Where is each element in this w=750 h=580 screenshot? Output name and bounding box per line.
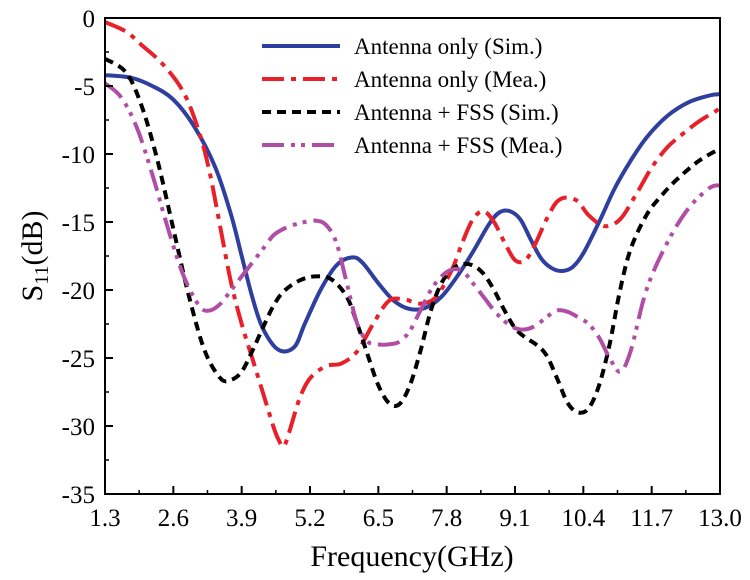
legend-label-1: Antenna only (Sim.) [354, 34, 542, 59]
y-tick-label: -5 [74, 74, 95, 101]
tick-labels: 1.3 2.6 3.9 5.2 6.5 7.8 9.1 10.4 11.7 13.0 0 -5 -10 -… [62, 6, 742, 532]
y-tick-label: -20 [62, 278, 95, 305]
y-tick-label: -25 [62, 346, 95, 373]
y-tick-label: 0 [83, 6, 96, 33]
y-axis-title-subscript: 11 [31, 266, 53, 285]
x-tick-label: 10.4 [561, 505, 605, 532]
series-line-2 [105, 20, 720, 449]
x-tick-label: 5.2 [294, 505, 325, 532]
x-tick-label: 9.1 [499, 505, 530, 532]
legend-label-2: Antenna only (Mea.) [354, 67, 546, 92]
series-line-3 [105, 57, 720, 415]
x-tick-label: 13.0 [698, 505, 742, 532]
x-tick-label: 1.3 [89, 505, 120, 532]
y-axis-title: S11(dB) [16, 211, 53, 302]
x-tick-label: 2.6 [158, 505, 189, 532]
legend-label-3: Antenna + FSS (Sim.) [354, 100, 559, 125]
x-tick-label: 7.8 [431, 505, 462, 532]
y-tick-label: -15 [62, 210, 95, 237]
x-axis-title: Frequency(GHz) [310, 540, 513, 573]
y-tick-label: -30 [62, 414, 95, 441]
x-tick-label: 3.9 [226, 505, 257, 532]
y-axis-title-prefix: S [16, 285, 49, 302]
axis-ticks [104, 17, 721, 495]
x-tick-label: 11.7 [630, 505, 673, 532]
y-tick-label: -10 [62, 142, 95, 169]
series-line-4 [105, 81, 720, 374]
legend-label-4: Antenna + FSS (Mea.) [354, 133, 562, 158]
y-axis-title-suffix: (dB) [16, 211, 49, 266]
y-tick-label: -35 [62, 482, 95, 509]
x-tick-label: 6.5 [363, 505, 394, 532]
series-layer [105, 20, 720, 449]
legend: Antenna only (Sim.) Antenna only (Mea.) An… [262, 34, 562, 158]
